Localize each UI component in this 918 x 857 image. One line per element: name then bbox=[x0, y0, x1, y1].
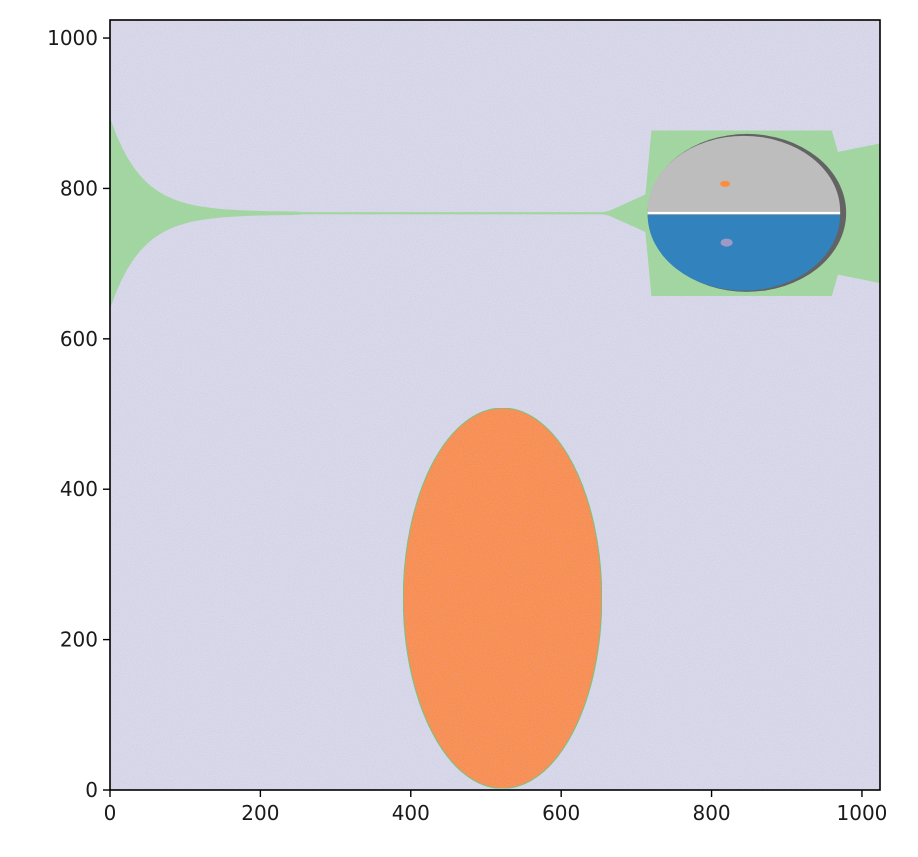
x-tick-label: 200 bbox=[241, 801, 279, 825]
purple-spot bbox=[720, 238, 733, 247]
y-tick-label: 1000 bbox=[47, 26, 98, 50]
x-tick-label: 800 bbox=[692, 801, 730, 825]
x-axis: 0 200 400 600 800 1000 bbox=[104, 790, 888, 825]
gray-half-ellipse-region bbox=[647, 135, 841, 211]
orange-spot bbox=[720, 180, 731, 187]
y-tick-label: 800 bbox=[60, 176, 98, 200]
x-tick-label: 400 bbox=[392, 801, 430, 825]
y-tick-label: 200 bbox=[60, 628, 98, 652]
y-tick-label: 600 bbox=[60, 327, 98, 351]
x-tick-label: 600 bbox=[542, 801, 580, 825]
plot-area bbox=[110, 20, 880, 790]
plot-frame bbox=[109, 19, 881, 791]
x-tick-label: 1000 bbox=[837, 801, 888, 825]
y-axis: 0 200 400 600 800 1000 bbox=[47, 26, 110, 802]
blue-half-ellipse-region bbox=[647, 214, 841, 291]
y-tick-label: 0 bbox=[85, 778, 98, 802]
split-line bbox=[647, 211, 841, 215]
orange-ellipse-region bbox=[402, 407, 603, 789]
y-tick-label: 400 bbox=[60, 477, 98, 501]
x-tick-label: 0 bbox=[104, 801, 117, 825]
